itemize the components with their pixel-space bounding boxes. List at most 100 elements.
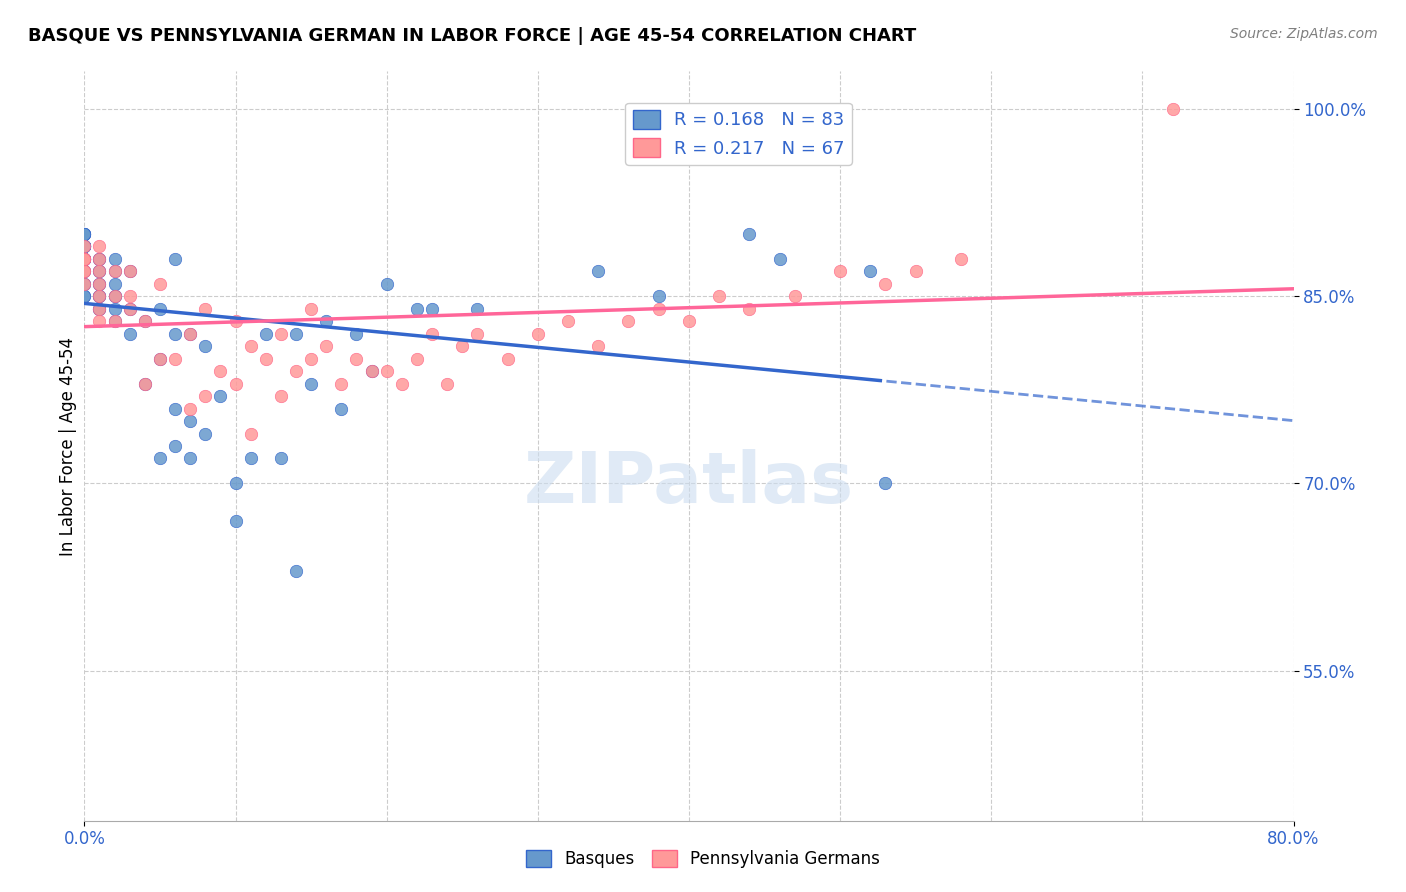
Point	[315, 314, 337, 328]
Point	[165, 252, 187, 266]
Point	[89, 289, 111, 303]
Point	[73, 252, 96, 266]
Point	[89, 252, 111, 266]
Point	[73, 252, 96, 266]
Point	[73, 227, 96, 241]
Point	[89, 301, 111, 316]
Point	[588, 264, 610, 278]
Point	[73, 239, 96, 253]
Point	[165, 439, 187, 453]
Point	[406, 301, 429, 316]
Point	[270, 389, 292, 403]
Point	[285, 564, 308, 578]
Point	[73, 252, 96, 266]
Point	[73, 277, 96, 291]
Point	[179, 414, 201, 428]
Point	[420, 301, 443, 316]
Point	[165, 351, 187, 366]
Point	[73, 277, 96, 291]
Point	[89, 264, 111, 278]
Point	[239, 451, 262, 466]
Point	[104, 301, 127, 316]
Point	[254, 351, 277, 366]
Point	[73, 289, 96, 303]
Point	[830, 264, 852, 278]
Point	[709, 289, 731, 303]
Point	[179, 326, 201, 341]
Point	[194, 301, 217, 316]
Point	[104, 314, 127, 328]
Point	[73, 239, 96, 253]
Point	[73, 252, 96, 266]
Point	[73, 289, 96, 303]
Point	[89, 301, 111, 316]
Point	[436, 376, 458, 391]
Text: Source: ZipAtlas.com: Source: ZipAtlas.com	[1230, 27, 1378, 41]
Point	[299, 301, 322, 316]
Point	[299, 351, 322, 366]
Point	[104, 289, 127, 303]
Point	[73, 252, 96, 266]
Point	[89, 289, 111, 303]
Point	[89, 277, 111, 291]
Point	[904, 264, 927, 278]
Point	[738, 227, 761, 241]
Point	[73, 227, 96, 241]
Point	[134, 376, 156, 391]
Point	[104, 252, 127, 266]
Point	[73, 227, 96, 241]
Point	[104, 264, 127, 278]
Point	[346, 326, 368, 341]
Point	[254, 326, 277, 341]
Point	[225, 314, 247, 328]
Point	[73, 239, 96, 253]
Point	[89, 301, 111, 316]
Point	[73, 239, 96, 253]
Point	[360, 364, 382, 378]
Point	[165, 326, 187, 341]
Point	[738, 301, 761, 316]
Point	[73, 252, 96, 266]
Point	[149, 351, 172, 366]
Point	[104, 264, 127, 278]
Point	[89, 264, 111, 278]
Point	[73, 252, 96, 266]
Point	[134, 314, 156, 328]
Point	[118, 289, 141, 303]
Point	[73, 252, 96, 266]
Point	[149, 451, 172, 466]
Point	[375, 364, 398, 378]
Point	[118, 301, 141, 316]
Point	[375, 277, 398, 291]
Point	[73, 252, 96, 266]
Point	[134, 376, 156, 391]
Point	[527, 326, 550, 341]
Point	[104, 289, 127, 303]
Point	[225, 476, 247, 491]
Point	[467, 301, 489, 316]
Legend: R = 0.168   N = 83, R = 0.217   N = 67: R = 0.168 N = 83, R = 0.217 N = 67	[626, 103, 852, 165]
Point	[89, 252, 111, 266]
Point	[149, 301, 172, 316]
Point	[89, 277, 111, 291]
Point	[859, 264, 882, 278]
Text: BASQUE VS PENNSYLVANIA GERMAN IN LABOR FORCE | AGE 45-54 CORRELATION CHART: BASQUE VS PENNSYLVANIA GERMAN IN LABOR F…	[28, 27, 917, 45]
Point	[104, 314, 127, 328]
Point	[391, 376, 413, 391]
Point	[420, 326, 443, 341]
Point	[89, 314, 111, 328]
Text: ZIPatlas: ZIPatlas	[524, 449, 853, 518]
Legend: Basques, Pennsylvania Germans: Basques, Pennsylvania Germans	[520, 843, 886, 875]
Point	[225, 514, 247, 528]
Point	[285, 326, 308, 341]
Point	[89, 277, 111, 291]
Point	[73, 227, 96, 241]
Point	[179, 401, 201, 416]
Point	[588, 339, 610, 353]
Point	[225, 376, 247, 391]
Point	[73, 264, 96, 278]
Point	[406, 351, 429, 366]
Point	[648, 301, 671, 316]
Point	[299, 376, 322, 391]
Point	[346, 351, 368, 366]
